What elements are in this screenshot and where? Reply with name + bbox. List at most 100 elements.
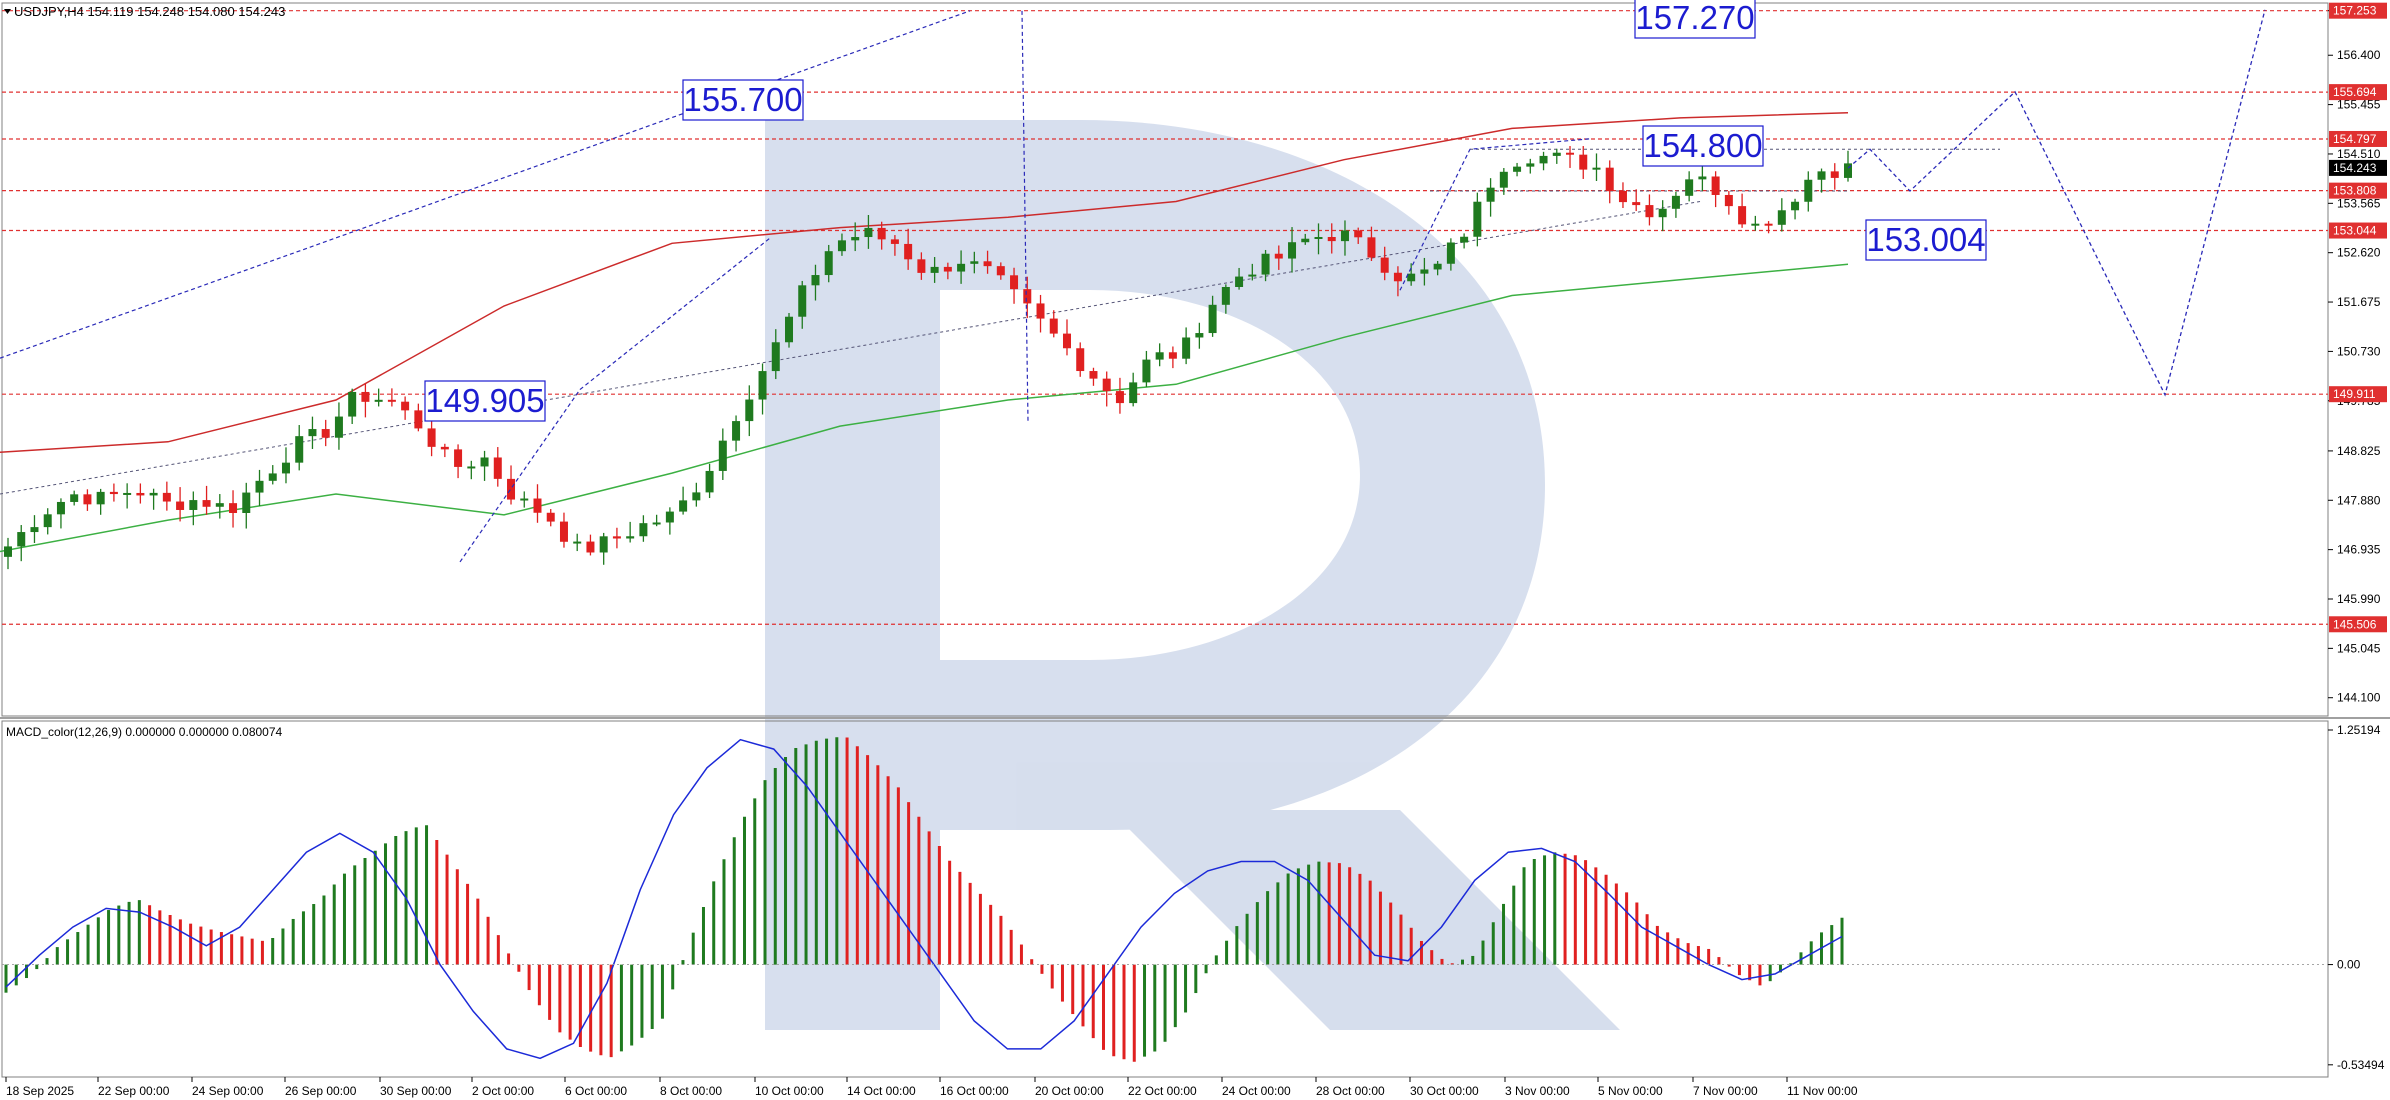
candle-body <box>1738 206 1747 225</box>
candle-body <box>1023 289 1032 304</box>
candle-body <box>943 266 952 272</box>
candle-body <box>705 470 714 493</box>
candle-body <box>348 391 357 417</box>
candle-body <box>1658 208 1667 218</box>
time-axis-label: 30 Oct 00:00 <box>1410 1084 1479 1098</box>
candle-body <box>1513 166 1522 172</box>
candle-body <box>1460 236 1469 243</box>
candle-body <box>612 536 621 539</box>
candle-body <box>4 546 12 557</box>
candle-body <box>1420 269 1429 274</box>
time-axis-label: 26 Sep 00:00 <box>285 1084 357 1098</box>
price-axis-label: 145.990 <box>2337 592 2381 606</box>
time-axis-label: 5 Nov 00:00 <box>1598 1084 1663 1098</box>
candle-body <box>798 285 807 317</box>
price-callout-label: 149.905 <box>425 382 544 419</box>
watermark-logo <box>765 120 1620 1030</box>
candle-body <box>361 391 370 402</box>
candle-body <box>242 492 251 513</box>
candle-body <box>559 521 568 542</box>
candle-body <box>1314 237 1323 240</box>
historic-wave-line <box>459 237 771 563</box>
candle-body <box>1076 348 1085 372</box>
candle-body <box>467 466 476 469</box>
time-axis-label: 10 Oct 00:00 <box>755 1084 824 1098</box>
time-axis-label: 18 Sep 2025 <box>6 1084 74 1098</box>
forecast-path <box>1847 9 2266 397</box>
candle-body <box>1671 195 1680 209</box>
candle-body <box>1685 179 1694 196</box>
time-axis-label: 3 Nov 00:00 <box>1505 1084 1570 1098</box>
time-axis-label: 30 Sep 00:00 <box>380 1084 452 1098</box>
candle-body <box>626 536 635 539</box>
candle-body <box>1115 391 1124 404</box>
price-axis-label: 154.510 <box>2337 147 2381 161</box>
symbol-header: USDJPY,H4 154.119 154.248 154.080 154.24… <box>14 4 285 19</box>
macd-axis-label: -0.53494 <box>2337 1058 2385 1072</box>
time-axis-label: 11 Nov 00:00 <box>1787 1084 1858 1098</box>
price-level-tag <box>2329 182 2387 199</box>
time-axis-label: 8 Oct 00:00 <box>660 1084 722 1098</box>
candle-body <box>1830 171 1839 178</box>
price-axis-label: 146.935 <box>2337 543 2381 557</box>
candle-body <box>1724 194 1733 207</box>
candle-body <box>1261 253 1270 275</box>
candle-body <box>507 478 516 500</box>
price-callout-box <box>1634 0 1756 39</box>
candle-body <box>1777 210 1786 225</box>
time-axis-label: 20 Oct 00:00 <box>1035 1084 1104 1098</box>
candle-body <box>1552 152 1561 156</box>
candle-body <box>1393 272 1402 282</box>
candle-body <box>1711 176 1720 195</box>
time-axis-label: 22 Oct 00:00 <box>1128 1084 1197 1098</box>
candle-body <box>17 532 26 547</box>
current-price-tag <box>2329 159 2387 176</box>
price-pane-frame <box>1 2 2329 717</box>
candle-body <box>652 522 661 525</box>
candle-body <box>268 473 277 481</box>
candle-body <box>1791 201 1800 211</box>
candle-body <box>1274 253 1283 259</box>
candle-body <box>930 266 939 273</box>
price-callout-box <box>424 380 546 422</box>
candle-body <box>70 494 79 502</box>
candle-body <box>1539 155 1548 164</box>
candle-body <box>1486 187 1495 202</box>
candle-body <box>427 428 436 447</box>
candle-body <box>401 401 410 411</box>
candle-body <box>599 536 608 553</box>
candle-body <box>189 500 198 510</box>
candle-body <box>1089 371 1098 379</box>
candle-body <box>1764 223 1773 226</box>
candle-body <box>573 541 582 544</box>
candle-body <box>665 511 674 523</box>
candle-body <box>1473 201 1482 237</box>
price-level-tag-label: 154.797 <box>2333 132 2377 146</box>
candle-body <box>877 227 886 240</box>
candle-body <box>215 503 224 507</box>
time-axis-label: 14 Oct 00:00 <box>847 1084 916 1098</box>
candle-body <box>1579 154 1588 170</box>
time-axis-label: 16 Oct 00:00 <box>940 1084 1009 1098</box>
candle-body <box>1327 237 1336 242</box>
candle-body <box>1129 382 1138 404</box>
candle-body <box>1142 359 1151 383</box>
price-level-tag-label: 155.694 <box>2333 85 2377 99</box>
candle-body <box>454 449 463 467</box>
candle-body <box>56 501 65 515</box>
time-axis-label: 22 Sep 00:00 <box>98 1084 170 1098</box>
price-level-tag-label: 153.808 <box>2333 184 2377 198</box>
candle-body <box>229 503 238 513</box>
time-axis-label: 24 Oct 00:00 <box>1222 1084 1291 1098</box>
candle-body <box>890 239 899 244</box>
candle-body <box>692 492 701 501</box>
candle-body <box>546 512 555 522</box>
candle-body <box>1380 257 1389 273</box>
symbol-menu-icon[interactable] <box>4 9 11 14</box>
macd-header: MACD_color(12,26,9) 0.000000 0.000000 0.… <box>6 725 283 739</box>
price-axis-label: 145.045 <box>2337 641 2381 655</box>
candle-body <box>957 263 966 272</box>
price-level-tag <box>2329 616 2387 633</box>
candle-body <box>771 342 780 372</box>
